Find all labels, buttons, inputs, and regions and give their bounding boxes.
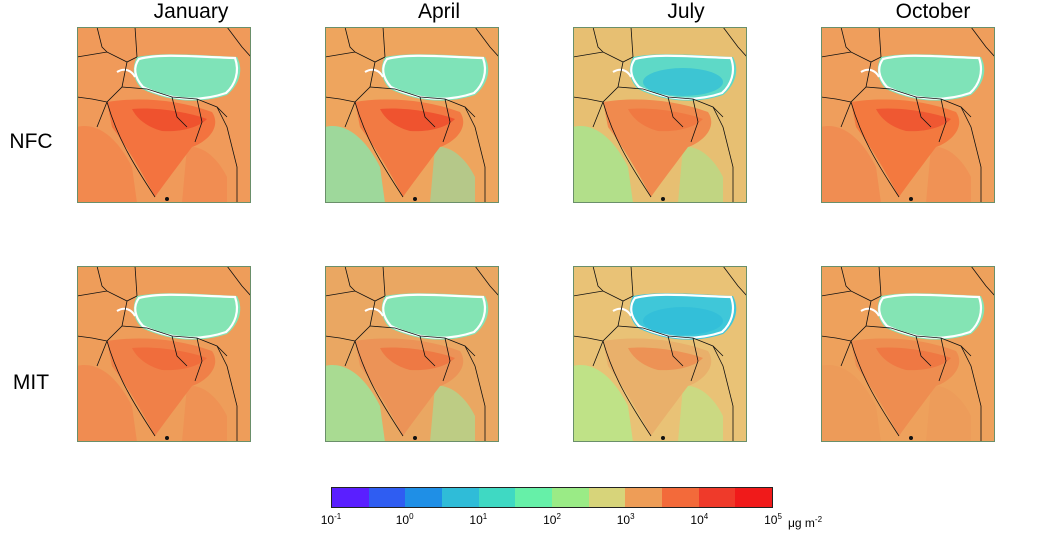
map-graphic bbox=[77, 266, 251, 442]
column-title-january: January bbox=[153, 0, 229, 23]
colorbar-unit: μg m-2 bbox=[788, 515, 822, 530]
map-panel-mit-april bbox=[325, 266, 499, 442]
map-panel-mit-october bbox=[821, 266, 995, 442]
colorbar-segment bbox=[588, 488, 626, 507]
map-graphic bbox=[325, 27, 499, 203]
map-panel-nfc-april bbox=[325, 27, 499, 203]
column-title-april: April bbox=[417, 0, 460, 23]
colorbar-tick-label: 10-1 bbox=[320, 512, 342, 527]
map-graphic bbox=[573, 27, 747, 203]
colorbar-tick-label: 100 bbox=[395, 512, 414, 527]
colorbar-segment bbox=[515, 488, 553, 507]
colorbar-tick-label: 102 bbox=[543, 512, 561, 527]
map-graphic bbox=[325, 266, 499, 442]
column-title-july: July bbox=[667, 0, 705, 23]
colorbar-segment bbox=[405, 488, 443, 507]
map-graphic bbox=[821, 266, 995, 442]
colorbar-segment bbox=[332, 488, 369, 507]
colorbar-segment bbox=[698, 488, 736, 507]
colorbar-segment bbox=[368, 488, 406, 507]
map-panel-nfc-january bbox=[77, 27, 251, 203]
colorbar-segment bbox=[442, 488, 479, 507]
colorbar-segment bbox=[735, 488, 773, 507]
map-graphic bbox=[77, 27, 251, 203]
map-graphic bbox=[821, 27, 995, 203]
colorbar-tick-label: 101 bbox=[469, 512, 488, 527]
colorbar-tick-label: 105 bbox=[764, 512, 782, 527]
map-panel-mit-july bbox=[573, 266, 747, 442]
colorbar-unit-exponent: -2 bbox=[814, 515, 823, 524]
colorbar-segment bbox=[478, 488, 516, 507]
colorbar bbox=[331, 487, 773, 508]
row-label-mit: MIT bbox=[12, 371, 50, 394]
row-label-nfc: NFC bbox=[9, 130, 53, 153]
map-panel-nfc-october bbox=[821, 27, 995, 203]
colorbar-tick-label: 103 bbox=[616, 512, 635, 527]
colorbar-tick-label: 104 bbox=[690, 512, 709, 527]
map-panel-nfc-july bbox=[573, 27, 747, 203]
colorbar-segment bbox=[625, 488, 663, 507]
colorbar-segment bbox=[662, 488, 699, 507]
map-graphic bbox=[573, 266, 747, 442]
column-title-october: October bbox=[895, 0, 971, 23]
colorbar-segment bbox=[552, 488, 589, 507]
map-panel-mit-january bbox=[77, 266, 251, 442]
colorbar-unit-prefix: μg m bbox=[788, 516, 815, 530]
